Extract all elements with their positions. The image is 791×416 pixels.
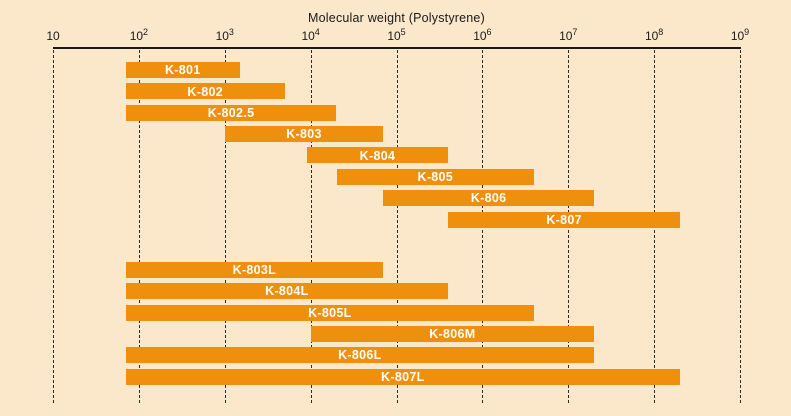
bar-K-806: K-806 [383,190,595,207]
axis-tick-label-10e2: 102 [129,27,149,44]
gridline-10e3 [224,50,226,403]
bar-label-K-802: K-802 [187,84,223,99]
bar-label-K-807: K-807 [546,212,582,227]
axis-tick-label-10e6: 106 [473,27,492,44]
gridline-10e4 [310,50,312,403]
bar-K-804L: K-804L [125,283,449,300]
bar-label-K-805: K-805 [417,170,454,185]
axis-tick-label-10e1: 10 [46,29,60,43]
bar-label-K-804L: K-804L [265,284,309,299]
bar-K-803: K-803 [224,126,384,143]
x-axis-line [53,47,741,49]
bar-label-K-807L: K-807L [381,369,425,384]
bar-label-K-801: K-801 [164,63,201,78]
bar-K-807L: K-807L [125,368,680,385]
gridline-10e1 [53,50,54,403]
gridline-10e5 [396,50,398,403]
bar-label-K-803L: K-803L [232,263,277,278]
bar-label-K-806: K-806 [470,191,507,206]
bar-K-802.5: K-802.5 [125,104,337,121]
bar-K-803L: K-803L [125,261,384,278]
bar-label-K-806M: K-806M [429,327,476,342]
bar-K-802: K-802 [125,83,285,100]
bar-K-806L: K-806L [125,347,595,364]
axis-tick-label-10e3: 103 [215,27,234,44]
gridline-10e9 [740,50,741,403]
bar-K-805L: K-805L [125,304,535,321]
bar-K-801: K-801 [125,62,240,78]
bar-label-K-802.5: K-802.5 [207,105,255,120]
bar-K-806M: K-806M [310,325,595,342]
axis-tick-label-10e8: 108 [644,27,664,44]
axis-tick-label-10e9: 109 [730,27,750,44]
bar-K-807: K-807 [448,211,680,228]
bar-label-K-804: K-804 [359,148,396,163]
chart-title: Molecular weight (Polystyrene) [308,11,485,25]
bar-label-K-803: K-803 [286,127,322,142]
axis-tick-label-10e4: 104 [301,27,320,44]
bar-K-805: K-805 [336,168,535,185]
bar-label-K-806L: K-806L [338,348,382,363]
axis-tick-label-10e7: 107 [559,27,578,44]
bar-K-804: K-804 [306,147,449,164]
gridline-10e2 [138,50,140,403]
bar-label-K-805L: K-805L [308,305,352,320]
axis-tick-label-10e5: 105 [387,27,406,44]
